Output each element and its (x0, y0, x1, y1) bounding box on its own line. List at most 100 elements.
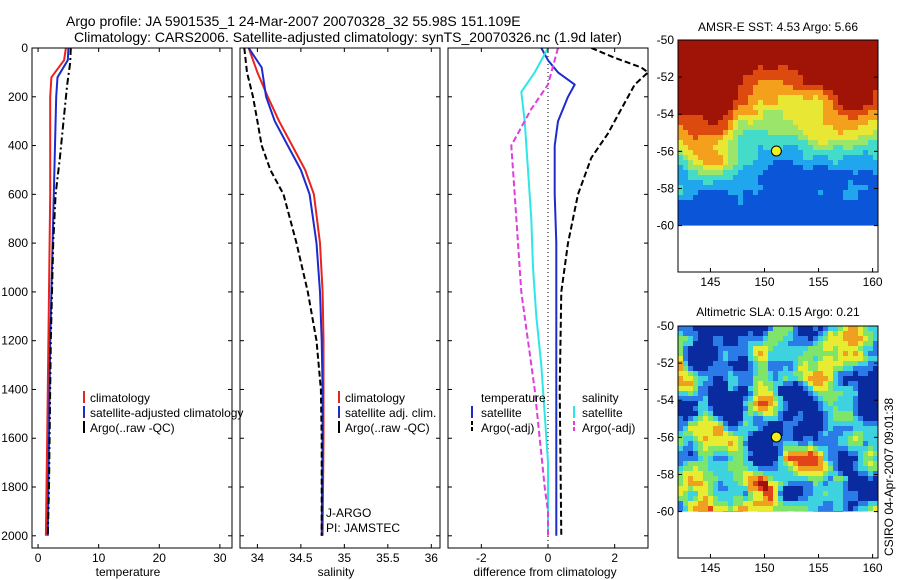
heatmap-cell (758, 496, 764, 502)
heatmap-cell (753, 461, 759, 467)
heatmap-cell (698, 55, 704, 61)
heatmap-cell (783, 426, 789, 432)
heatmap-cell (708, 436, 714, 442)
heatmap-cell (798, 451, 804, 457)
heatmap-cell (708, 496, 714, 502)
heatmap-cell (723, 441, 729, 447)
heatmap-cell (808, 466, 814, 472)
heatmap-cell (718, 100, 724, 106)
heatmap-cell (763, 406, 769, 412)
heatmap-cell (753, 140, 759, 146)
heatmap-cell (758, 431, 764, 437)
heatmap-cell (788, 496, 794, 502)
heatmap-cell (808, 481, 814, 487)
heatmap-cell (743, 366, 749, 372)
heatmap-cell (763, 190, 769, 196)
heatmap-cell (818, 476, 824, 482)
heatmap-cell (868, 40, 874, 46)
heatmap-cell (733, 110, 739, 116)
heatmap-cell (768, 85, 774, 91)
heatmap-cell (743, 185, 749, 191)
heatmap-cell (723, 481, 729, 487)
heatmap-cell (753, 155, 759, 161)
heatmap-cell (848, 75, 854, 81)
heatmap-cell (738, 461, 744, 467)
heatmap-cell (853, 411, 859, 417)
heatmap-cell (808, 486, 814, 492)
heatmap-cell (718, 506, 724, 512)
heatmap-cell (733, 351, 739, 357)
heatmap-cell (833, 341, 839, 347)
heatmap-cell (778, 346, 784, 352)
heatmap-cell (808, 496, 814, 502)
heatmap-cell (758, 476, 764, 482)
heatmap-cell (678, 391, 684, 397)
heatmap-cell (693, 486, 699, 492)
heatmap-cell (753, 205, 759, 211)
heatmap-cell (843, 185, 849, 191)
heatmap-cell (753, 401, 759, 407)
heatmap-cell (763, 170, 769, 176)
heatmap-cell (793, 426, 799, 432)
heatmap-cell (853, 215, 859, 221)
heatmap-cell (698, 95, 704, 101)
heatmap-cell (843, 105, 849, 111)
heatmap-cell (768, 471, 774, 477)
heatmap-cell (708, 165, 714, 171)
heatmap-cell (733, 501, 739, 507)
heatmap-cell (718, 120, 724, 126)
heatmap-cell (843, 150, 849, 156)
heatmap-cell (708, 366, 714, 372)
heatmap-cell (738, 436, 744, 442)
heatmap-cell (778, 356, 784, 362)
heatmap-cell (803, 85, 809, 91)
heatmap-cell (798, 180, 804, 186)
heatmap-cell (738, 396, 744, 402)
heatmap-cell (768, 386, 774, 392)
heatmap-cell (808, 501, 814, 507)
heatmap-cell (768, 130, 774, 136)
heatmap-cell (818, 386, 824, 392)
heatmap-cell (798, 100, 804, 106)
heatmap-cell (708, 356, 714, 362)
heatmap-cell (748, 220, 754, 226)
heatmap-cell (828, 130, 834, 136)
heatmap-cell (868, 180, 874, 186)
heatmap-cell (753, 85, 759, 91)
heatmap-cell (818, 180, 824, 186)
heatmap-cell (793, 160, 799, 166)
heatmap-cell (873, 336, 878, 342)
heatmap-cell (688, 466, 694, 472)
heatmap-cell (873, 75, 878, 81)
heatmap-cell (873, 496, 878, 502)
heatmap-cell (763, 336, 769, 342)
heatmap-cell (823, 105, 829, 111)
heatmap-cell (828, 466, 834, 472)
heatmap-cell (783, 40, 789, 46)
heatmap-cell (773, 95, 779, 101)
heatmap-cell (788, 130, 794, 136)
heatmap-cell (683, 466, 689, 472)
heatmap-cell (803, 185, 809, 191)
heatmap-cell (868, 70, 874, 76)
heatmap-cell (808, 190, 814, 196)
heatmap-cell (783, 95, 789, 101)
heatmap-cell (763, 436, 769, 442)
heatmap-cell (813, 431, 819, 437)
heatmap-cell (768, 411, 774, 417)
heatmap-cell (748, 105, 754, 111)
heatmap-cell (748, 331, 754, 337)
heatmap-cell (773, 185, 779, 191)
heatmap-cell (843, 55, 849, 61)
heatmap-cell (828, 160, 834, 166)
heatmap-cell (823, 155, 829, 161)
y-tick-label: 400 (8, 139, 28, 153)
heatmap-cell (688, 356, 694, 362)
heatmap-cell (748, 416, 754, 422)
heatmap-cell (718, 326, 724, 332)
legend-text-satellite: satellite adj. clim. (345, 406, 436, 420)
heatmap-cell (793, 75, 799, 81)
heatmap-cell (863, 140, 869, 146)
heatmap-cell (703, 416, 709, 422)
